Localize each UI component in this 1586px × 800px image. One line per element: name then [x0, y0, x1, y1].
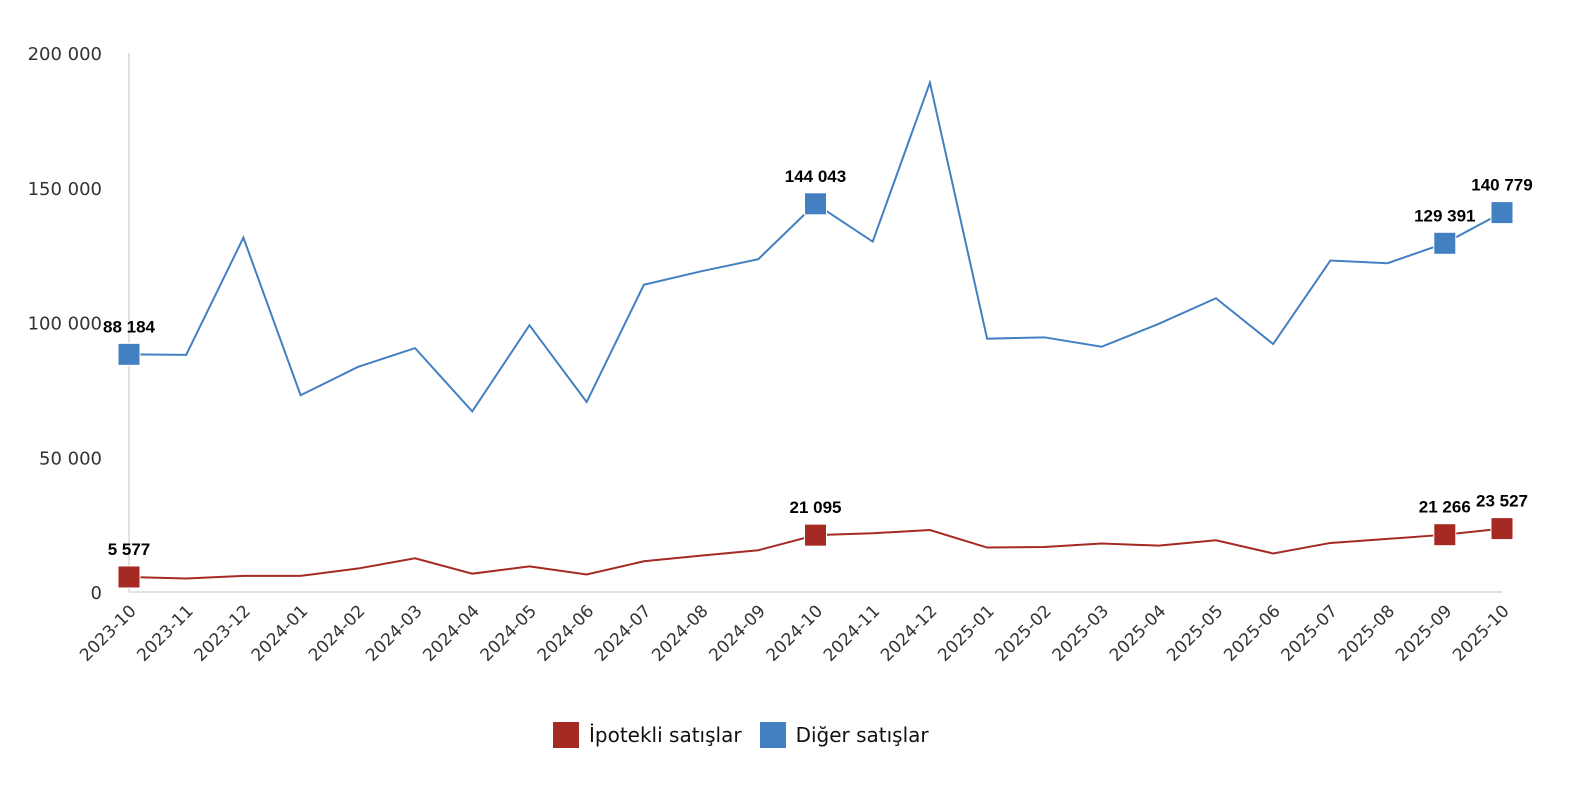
- x-tick-label: 2024-11: [820, 601, 884, 665]
- legend-item-other[interactable]: Diğer satışlar: [759, 722, 929, 748]
- x-tick-label: 2023-10: [76, 601, 140, 665]
- x-tick-label: 2024-03: [362, 601, 426, 665]
- x-tick-label: 2025-10: [1449, 601, 1513, 665]
- x-tick-label: 2025-03: [1049, 601, 1113, 665]
- other-sales-line: [128, 79, 1503, 414]
- legend-swatch-mortgaged-icon: [553, 722, 579, 748]
- x-tick-label: 2024-12: [877, 601, 941, 665]
- x-tick-label: 2025-01: [934, 601, 998, 665]
- data-value-label: 140 779: [1471, 176, 1532, 195]
- x-tick-label: 2024-10: [763, 601, 827, 665]
- y-tick-label: 200 000: [28, 44, 102, 65]
- legend-item-mortgaged[interactable]: İpotekli satışlar: [553, 722, 742, 748]
- x-tick-label: 2023-12: [191, 601, 255, 665]
- data-value-label: 21 266: [1419, 498, 1471, 517]
- x-tick-label: 2025-05: [1163, 601, 1227, 665]
- x-tick-label: 2024-07: [591, 601, 655, 665]
- x-tick-label: 2024-08: [648, 601, 712, 665]
- x-tick-label: 2024-02: [305, 601, 369, 665]
- x-tick-label: 2024-06: [534, 601, 598, 665]
- data-labels: 5 577 21 095 21 266 23 527 88 184 144 043 129 …: [103, 167, 1533, 559]
- data-point-marker[interactable]: [804, 192, 827, 216]
- data-value-label: 88 184: [103, 317, 156, 336]
- y-tick-label: 0: [91, 583, 102, 604]
- series-group: [117, 79, 1514, 589]
- x-tick-label: 2025-04: [1106, 601, 1170, 665]
- legend-label: İpotekli satışlar: [589, 723, 742, 747]
- data-point-marker[interactable]: [117, 565, 141, 589]
- legend: İpotekli satışlar Diğer satışlar: [553, 722, 939, 748]
- y-tick-label: 100 000: [28, 314, 102, 335]
- x-tick-label: 2024-01: [248, 601, 312, 665]
- x-tick-label: 2025-02: [992, 601, 1056, 665]
- x-axis: 2023-102023-112023-122024-012024-022024-…: [76, 601, 1513, 665]
- data-point-marker[interactable]: [804, 523, 827, 547]
- data-point-marker[interactable]: [1490, 517, 1514, 541]
- x-tick-label: 2025-09: [1392, 601, 1456, 665]
- y-tick-label: 50 000: [39, 448, 102, 469]
- data-point-marker[interactable]: [117, 342, 141, 366]
- data-value-label: 144 043: [785, 167, 846, 186]
- data-value-label: 5 577: [108, 540, 151, 559]
- data-point-marker[interactable]: [1433, 523, 1457, 547]
- y-tick-label: 150 000: [28, 179, 102, 200]
- data-point-marker[interactable]: [1490, 201, 1514, 225]
- data-value-label: 23 527: [1476, 492, 1528, 511]
- data-point-marker[interactable]: [1433, 231, 1457, 255]
- x-tick-label: 2024-04: [419, 601, 483, 665]
- data-value-label: 21 095: [790, 498, 842, 517]
- x-tick-label: 2024-05: [477, 601, 541, 665]
- y-axis: 0 50 000 100 000 150 000 200 000: [28, 44, 102, 604]
- x-tick-label: 2025-08: [1335, 601, 1399, 665]
- x-tick-label: 2025-06: [1220, 601, 1284, 665]
- data-value-label: 129 391: [1414, 206, 1475, 225]
- x-tick-label: 2024-09: [705, 601, 769, 665]
- x-tick-label: 2025-07: [1278, 601, 1342, 665]
- legend-label: Diğer satışlar: [795, 723, 929, 747]
- legend-swatch-other-icon: [759, 722, 786, 748]
- x-tick-label: 2023-11: [133, 601, 197, 665]
